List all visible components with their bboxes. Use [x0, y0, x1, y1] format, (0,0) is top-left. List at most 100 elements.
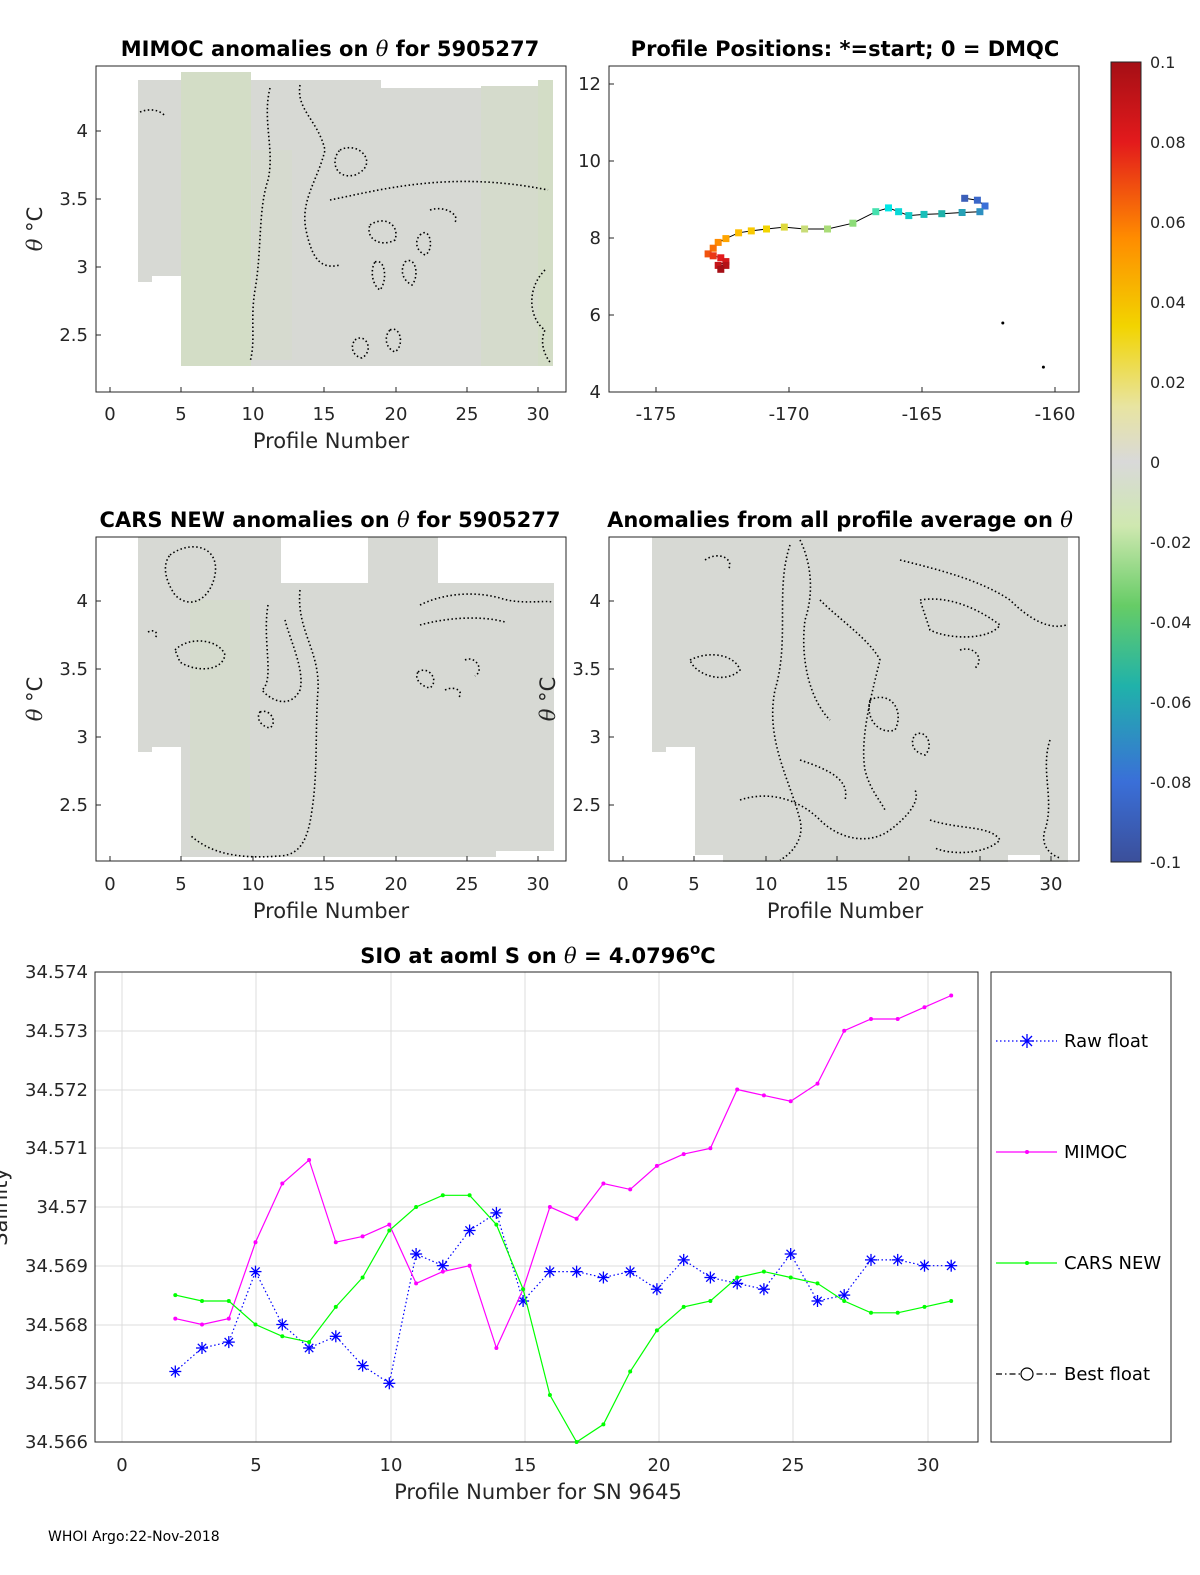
tick-label: 0: [116, 1455, 127, 1476]
position-point: [709, 244, 717, 252]
mimoc-point: [414, 1281, 419, 1286]
tick-label: 12: [578, 74, 601, 95]
raw-float-point: [169, 1365, 182, 1378]
colorbar: 0.1 0.08 0.06 0.04 0.02 0 -0.02 -0.04 -0…: [1110, 53, 1191, 872]
tick-label: 10: [242, 874, 265, 895]
position-point: [938, 210, 946, 218]
mimoc-xlabel: Profile Number: [253, 429, 410, 453]
raw-float-point: [624, 1265, 637, 1278]
star-stroke: [812, 1296, 823, 1306]
raw-float-point: [784, 1248, 797, 1260]
star-stroke: [170, 1366, 180, 1377]
raw-float-point: [811, 1295, 824, 1307]
tick-label: 2.5: [59, 795, 88, 816]
raw-float-point: [196, 1342, 208, 1354]
tick-label: 3: [77, 727, 88, 748]
star-stroke: [598, 1272, 609, 1283]
mimoc-point: [253, 1240, 258, 1245]
start-marker: [1001, 321, 1005, 325]
star-stroke: [197, 1343, 207, 1353]
mimoc-field: [138, 72, 553, 366]
tick-label: 4: [590, 382, 601, 403]
mimoc-point: [628, 1187, 633, 1192]
position-track-line: [707, 197, 986, 270]
cars-new-point: [842, 1299, 847, 1303]
raw-float-point: [222, 1336, 235, 1349]
colorbar-tick: -0.02: [1150, 533, 1191, 552]
tick-label: 4: [77, 591, 88, 612]
mimoc-point: [280, 1181, 285, 1186]
star-stroke: [732, 1278, 742, 1289]
cars-new-point: [226, 1299, 231, 1303]
mimoc-point: [654, 1163, 659, 1168]
position-point: [714, 238, 722, 246]
cars-new-point: [494, 1222, 499, 1227]
tick-label: -170: [769, 404, 810, 425]
star-stroke: [304, 1343, 314, 1353]
tick-label: -160: [1035, 404, 1076, 425]
mimoc-point: [788, 1099, 793, 1104]
tick-label: 34.567: [25, 1373, 88, 1394]
raw-float-point: [918, 1259, 931, 1272]
tick-label: 0: [617, 874, 628, 895]
cars-new-point: [681, 1304, 686, 1309]
mimoc-x-ticks: 0 5 10 15 20 25 30: [104, 387, 549, 425]
mimoc-point: [601, 1181, 606, 1186]
colorbar-tick: -0.06: [1150, 693, 1191, 712]
star-stroke: [224, 1337, 234, 1347]
raw-float-point: [945, 1259, 958, 1272]
raw-float-point: [650, 1283, 663, 1296]
position-point: [961, 194, 969, 202]
cars-y-ticks: 2.5 3 3.5 4: [59, 591, 101, 816]
mimoc-point: [547, 1205, 552, 1209]
average-title: Anomalies from all profile average on θ: [607, 508, 1073, 532]
position-point: [747, 227, 755, 235]
average-y-ticks: 2.5 3 3.5 4: [572, 591, 614, 816]
position-point: [895, 208, 903, 216]
mimoc-point: [360, 1234, 365, 1239]
raw-float-point: [865, 1253, 877, 1266]
legend-cars-label: CARS NEW: [1064, 1253, 1161, 1274]
cars-new-point: [869, 1310, 873, 1315]
tick-label: 4: [590, 591, 601, 612]
tick-label: 2.5: [572, 795, 601, 816]
tick-label: 5: [250, 1455, 261, 1476]
mimoc-point: [922, 1005, 927, 1010]
position-point: [905, 212, 913, 220]
tick-label: 20: [385, 874, 408, 895]
star-stroke: [893, 1255, 903, 1265]
cars-new-point: [414, 1205, 419, 1209]
mimoc-point: [681, 1152, 686, 1157]
cars-new-point: [708, 1299, 713, 1303]
mimoc-point: [440, 1269, 445, 1274]
tick-label: 15: [313, 404, 336, 425]
tick-label: 25: [456, 404, 479, 425]
dot-marker-icon: [1025, 1261, 1029, 1265]
raw-float-point: [276, 1318, 289, 1331]
position-point: [849, 219, 857, 227]
salinity-xlabel: Profile Number for SN 9645: [394, 1480, 682, 1504]
star-stroke: [411, 1249, 421, 1259]
tick-label: 34.572: [25, 1080, 88, 1101]
star-stroke: [250, 1266, 261, 1277]
star-stroke: [759, 1284, 769, 1294]
star-stroke: [866, 1255, 876, 1265]
tick-label: 20: [898, 874, 921, 895]
mimoc-point: [200, 1322, 204, 1327]
cars-new-point: [949, 1299, 954, 1303]
position-point: [714, 261, 722, 269]
cars-new-point: [574, 1440, 579, 1444]
average-x-ticks: 0 5 10 15 20 25 30: [617, 856, 1062, 895]
tick-label: 0: [104, 874, 115, 895]
salinity-panel: SIO at aoml S on θ = 4.0796oC 0 5 10 15 …: [0, 940, 979, 1504]
cars-new-point: [467, 1193, 472, 1198]
raw-float-point: [517, 1295, 530, 1307]
tick-label: 15: [313, 874, 336, 895]
position-point: [958, 209, 966, 216]
average-ylabel: θ °C: [536, 677, 560, 722]
raw-float-point: [463, 1224, 476, 1237]
position-point: [780, 223, 788, 231]
colorbar-tick: 0.1: [1150, 53, 1175, 72]
legend-best-label: Best float: [1064, 1364, 1150, 1385]
